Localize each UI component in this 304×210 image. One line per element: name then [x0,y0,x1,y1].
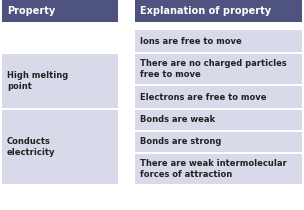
Text: Electrons are free to move: Electrons are free to move [140,92,267,101]
FancyBboxPatch shape [135,110,302,130]
Text: Property: Property [7,6,55,16]
FancyBboxPatch shape [135,86,302,108]
FancyBboxPatch shape [135,132,302,152]
Text: Conducts
electricity: Conducts electricity [7,137,56,157]
Text: There are no charged particles
free to move: There are no charged particles free to m… [140,59,287,79]
FancyBboxPatch shape [135,154,302,184]
FancyBboxPatch shape [135,0,302,22]
Text: Bonds are weak: Bonds are weak [140,116,215,125]
FancyBboxPatch shape [2,0,118,22]
Text: High melting
point: High melting point [7,71,68,91]
FancyBboxPatch shape [135,54,302,84]
Text: Explanation of property: Explanation of property [140,6,271,16]
FancyBboxPatch shape [2,110,118,184]
Text: Bonds are strong: Bonds are strong [140,138,221,147]
FancyBboxPatch shape [135,30,302,52]
FancyBboxPatch shape [2,54,118,108]
Text: Ions are free to move: Ions are free to move [140,37,242,46]
Text: There are weak intermolecular
forces of attraction: There are weak intermolecular forces of … [140,159,287,179]
